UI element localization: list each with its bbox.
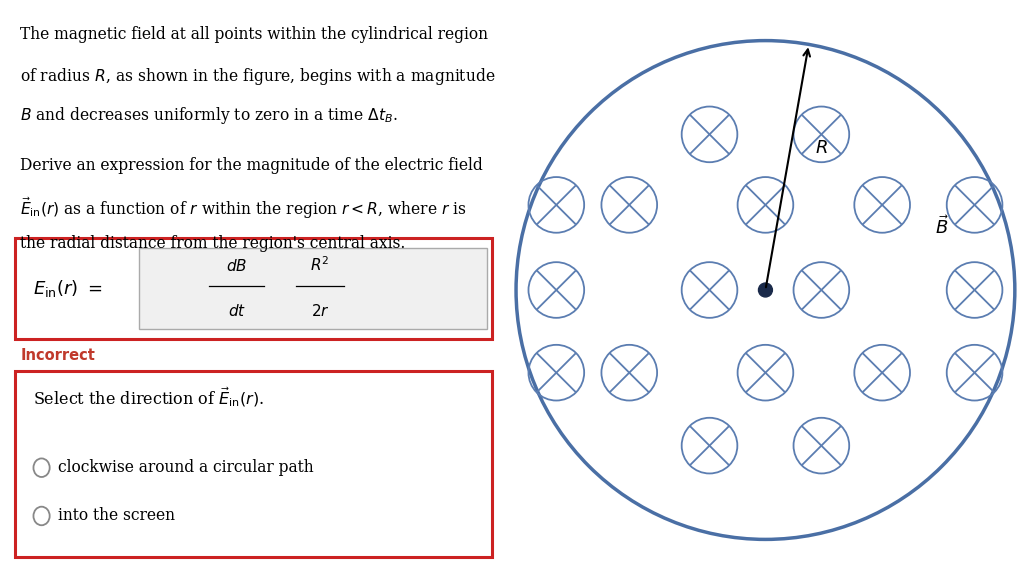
- Text: of radius $R$, as shown in the figure, begins with a magnitude: of radius $R$, as shown in the figure, b…: [20, 66, 496, 86]
- Text: Incorrect: Incorrect: [20, 348, 95, 363]
- Text: the radial distance from the region's central axis.: the radial distance from the region's ce…: [20, 235, 406, 252]
- Text: $\vec{E}_{\mathrm{in}}(r)$ as a function of $r$ within the region $r < R$, where: $\vec{E}_{\mathrm{in}}(r)$ as a function…: [20, 196, 467, 221]
- Text: Derive an expression for the magnitude of the electric field: Derive an expression for the magnitude o…: [20, 157, 483, 173]
- Bar: [15, 238, 492, 339]
- Text: The magnetic field at all points within the cylindrical region: The magnetic field at all points within …: [20, 26, 488, 43]
- Text: into the screen: into the screen: [58, 508, 175, 524]
- Text: clockwise around a circular path: clockwise around a circular path: [58, 459, 314, 476]
- Text: $dB$: $dB$: [226, 258, 247, 274]
- Text: Select the direction of $\vec{E}_{\mathrm{in}}(r)$.: Select the direction of $\vec{E}_{\mathr…: [33, 386, 264, 409]
- Text: $B$ and decreases uniformly to zero in a time $\Delta t_B$.: $B$ and decreases uniformly to zero in a…: [20, 105, 398, 126]
- Text: $E_{\mathrm{in}}(r) \ = $: $E_{\mathrm{in}}(r) \ = $: [33, 278, 102, 299]
- Circle shape: [759, 283, 772, 297]
- Text: $dt$: $dt$: [227, 303, 246, 319]
- Text: $R$: $R$: [815, 139, 827, 157]
- Bar: [15, 371, 492, 557]
- Text: $\vec{B}$: $\vec{B}$: [935, 215, 949, 238]
- Text: $2r$: $2r$: [310, 303, 330, 319]
- Bar: [139, 248, 486, 329]
- Text: $R^2$: $R^2$: [310, 255, 330, 274]
